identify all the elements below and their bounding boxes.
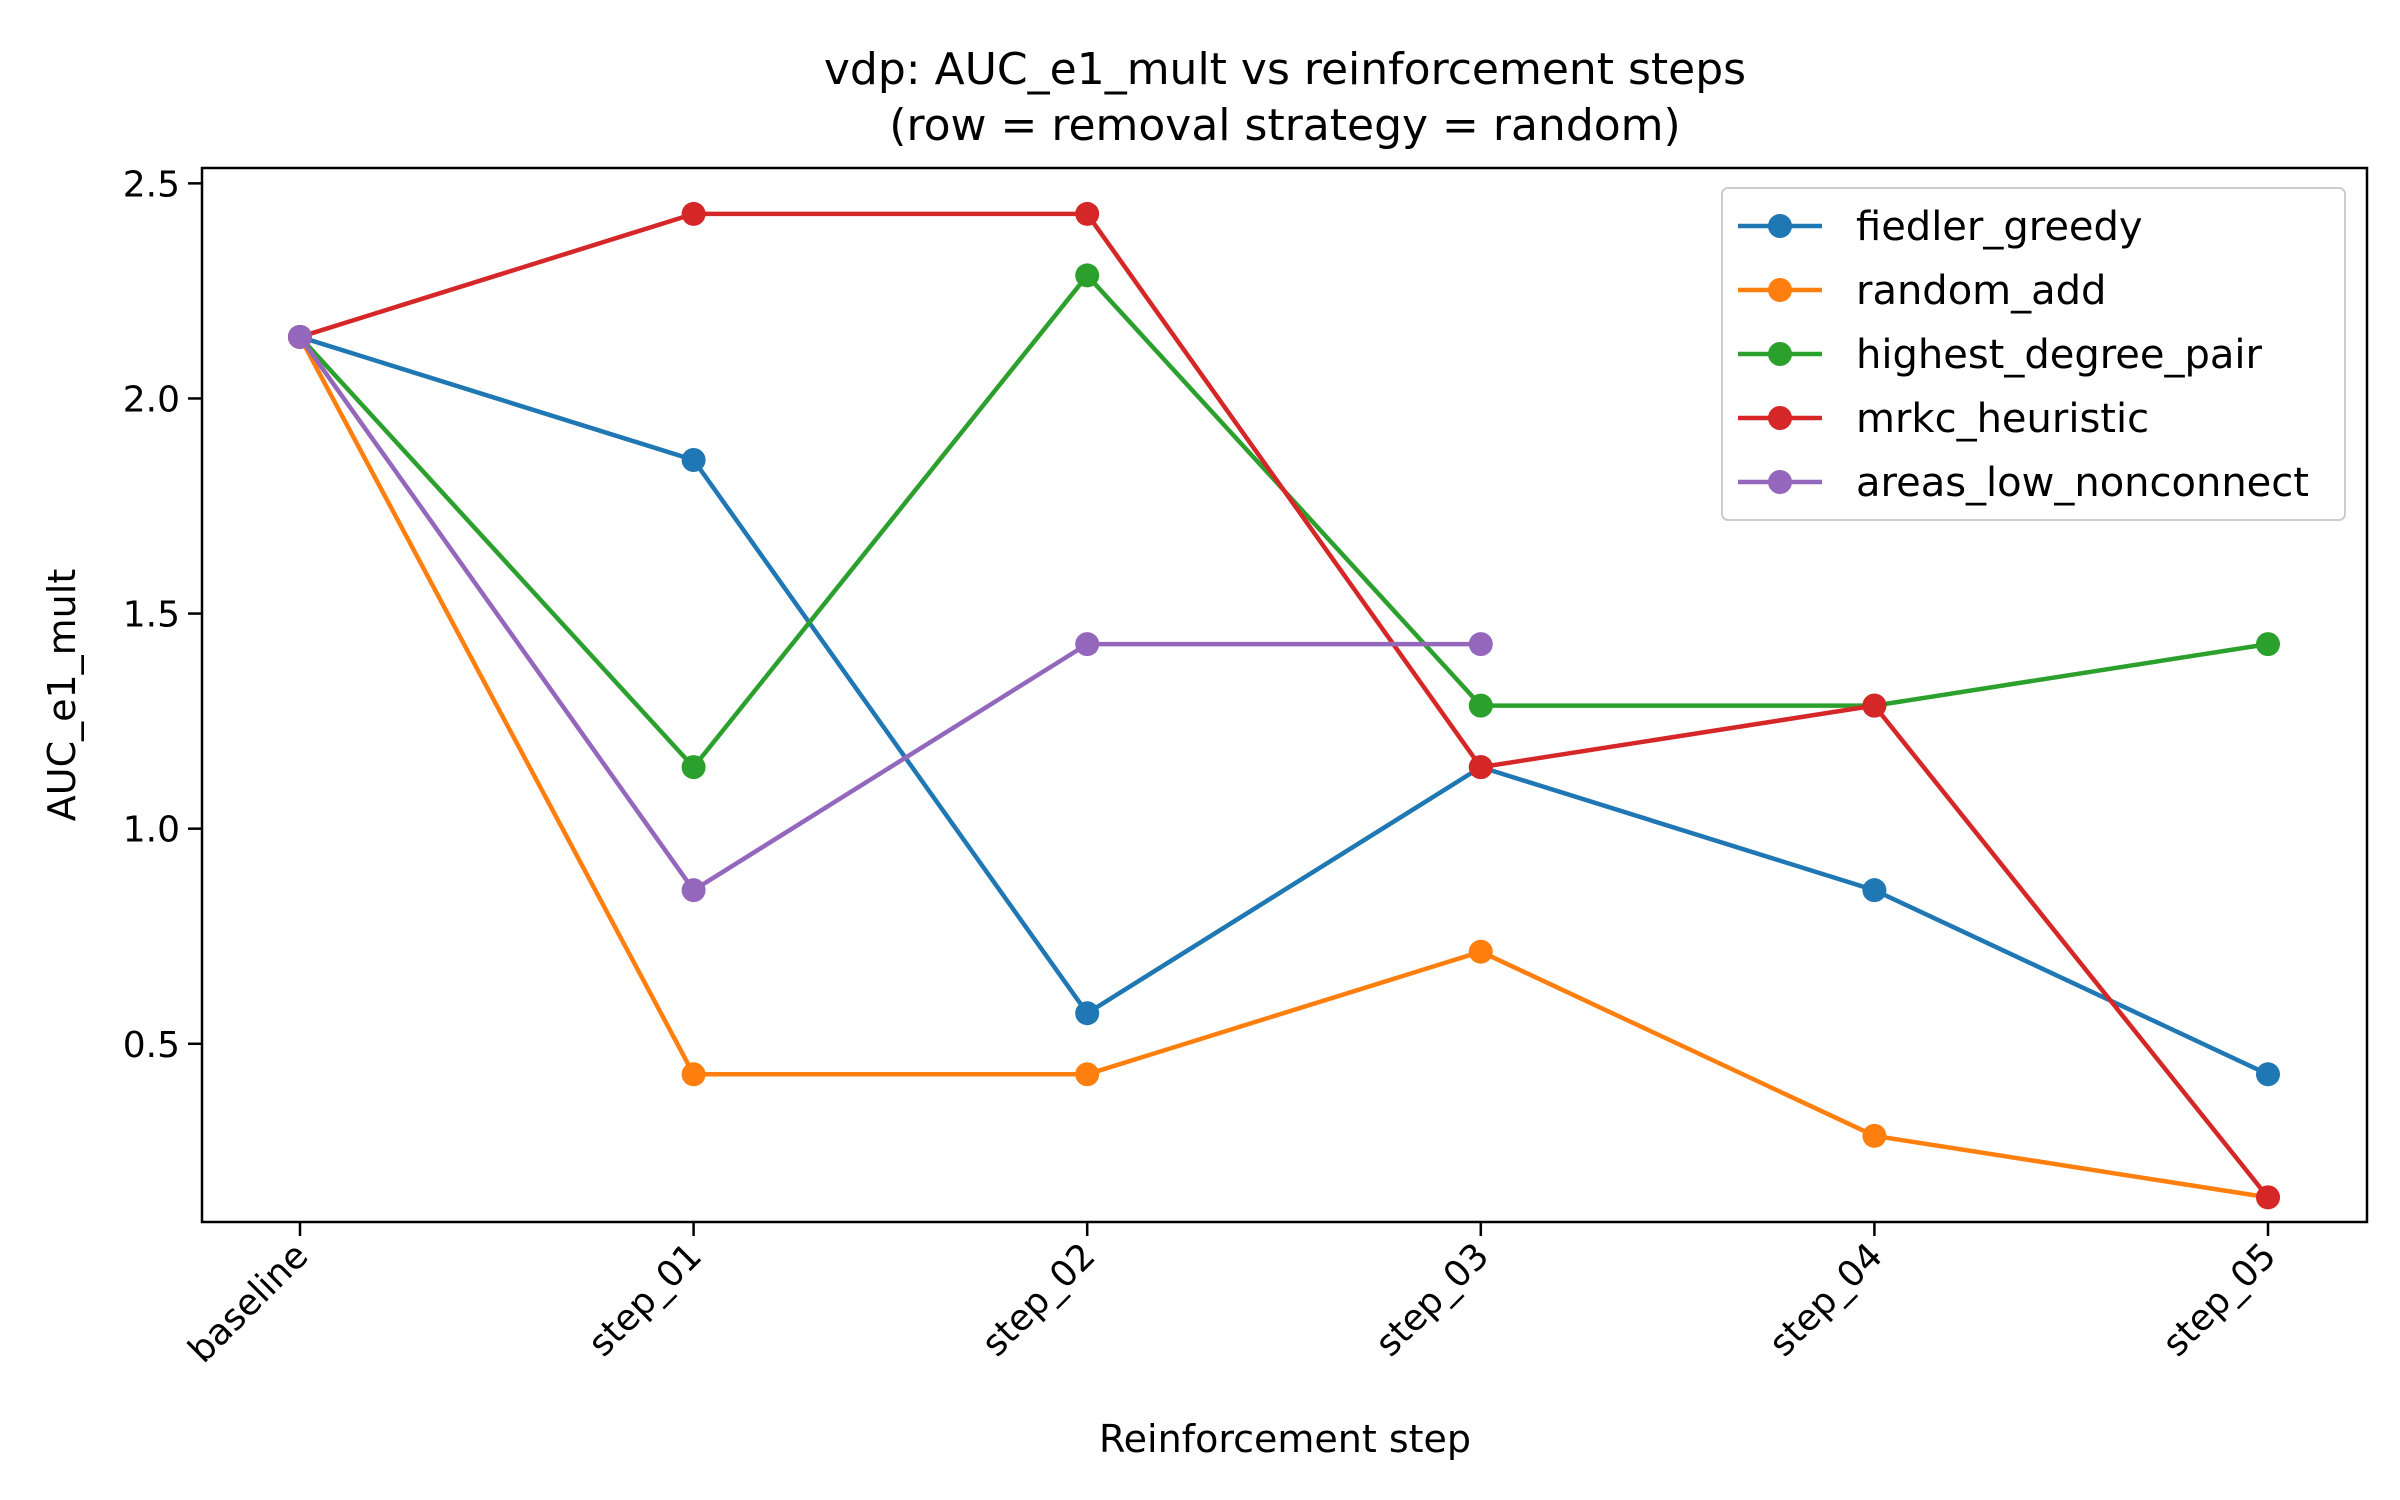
x-axis: baseline step_01 step_02 step_03 step_04 step…: [181, 1222, 2284, 1371]
y-tick-label: 0.5: [123, 1025, 180, 1066]
x-tick-label: step_05: [2155, 1235, 2284, 1364]
y-tick-label: 1.5: [123, 595, 180, 636]
plot-frame: [200, 166, 2369, 1224]
y-axis-label: AUC_e1_mult: [40, 569, 84, 821]
legend-label: highest_degree_pair: [1856, 332, 2263, 378]
series-line: [298, 335, 1481, 893]
x-tick-label: step_04: [1762, 1235, 1891, 1364]
legend-swatch-marker: [1768, 214, 1792, 238]
data-point: [1075, 263, 1100, 288]
data-point: [681, 755, 706, 780]
legend-entries: fiedler_greedy random_add highest_degree_p…: [1738, 204, 2309, 506]
legend-label: random_add: [1856, 268, 2106, 314]
legend-swatch-marker: [1768, 470, 1792, 494]
legend-entry: mrkc_heuristic: [1738, 396, 2149, 442]
data-point: [1468, 755, 1493, 780]
y-tick-label: 2.5: [123, 164, 180, 205]
data-point: [1862, 1123, 1887, 1148]
series-line: [298, 335, 2269, 1200]
data-point: [681, 201, 706, 226]
x-tick-label: step_03: [1368, 1235, 1497, 1364]
data-point: [681, 878, 706, 903]
series-layer: [288, 201, 2280, 1210]
x-axis-label: Reinforcement step: [1099, 1417, 1471, 1461]
legend-swatch-marker: [1768, 278, 1792, 302]
chart-title-line1: vdp: AUC_e1_mult vs reinforcement steps: [824, 44, 1746, 95]
data-point: [1468, 632, 1493, 657]
chart-title-line2: (row = removal strategy = random): [889, 100, 1680, 151]
legend-label: fiedler_greedy: [1856, 204, 2143, 250]
y-tick-label: 2.0: [123, 379, 180, 420]
y-axis: 0.5 1.0 1.5 2.0 2.5: [123, 164, 202, 1066]
x-tick-label: baseline: [181, 1235, 317, 1371]
legend-label: mrkc_heuristic: [1856, 396, 2149, 442]
x-tick-label: step_02: [974, 1235, 1103, 1364]
data-point: [681, 1062, 706, 1087]
legend-frame: [1721, 187, 2346, 521]
y-tick-label: 1.0: [123, 810, 180, 851]
data-point: [1862, 878, 1887, 903]
data-point: [681, 447, 706, 472]
x-tick-label: step_01: [581, 1235, 710, 1364]
data-point: [1075, 1001, 1100, 1026]
legend: fiedler_greedy random_add highest_degree_p…: [1721, 187, 2346, 521]
legend-swatch-marker: [1768, 342, 1792, 366]
data-point: [2256, 1185, 2280, 1210]
legend-entry: highest_degree_pair: [1738, 332, 2263, 378]
data-point: [288, 324, 312, 349]
data-point: [1862, 693, 1887, 718]
legend-entry: areas_low_nonconnect: [1738, 460, 2309, 506]
data-point: [1075, 1062, 1100, 1087]
data-point: [1075, 632, 1100, 657]
series-line: [299, 334, 2269, 1077]
legend-entry: random_add: [1738, 268, 2106, 314]
legend-entry: fiedler_greedy: [1738, 204, 2143, 250]
data-point: [1468, 693, 1493, 718]
series-areas_low_nonconnect: [288, 324, 1493, 903]
legend-swatch-marker: [1768, 406, 1792, 430]
data-point: [1075, 201, 1100, 226]
series-line: [299, 211, 2270, 1199]
legend-label: areas_low_nonconnect: [1856, 460, 2309, 506]
data-point: [1468, 939, 1493, 964]
data-point: [2256, 632, 2280, 657]
data-point: [2256, 1062, 2280, 1087]
